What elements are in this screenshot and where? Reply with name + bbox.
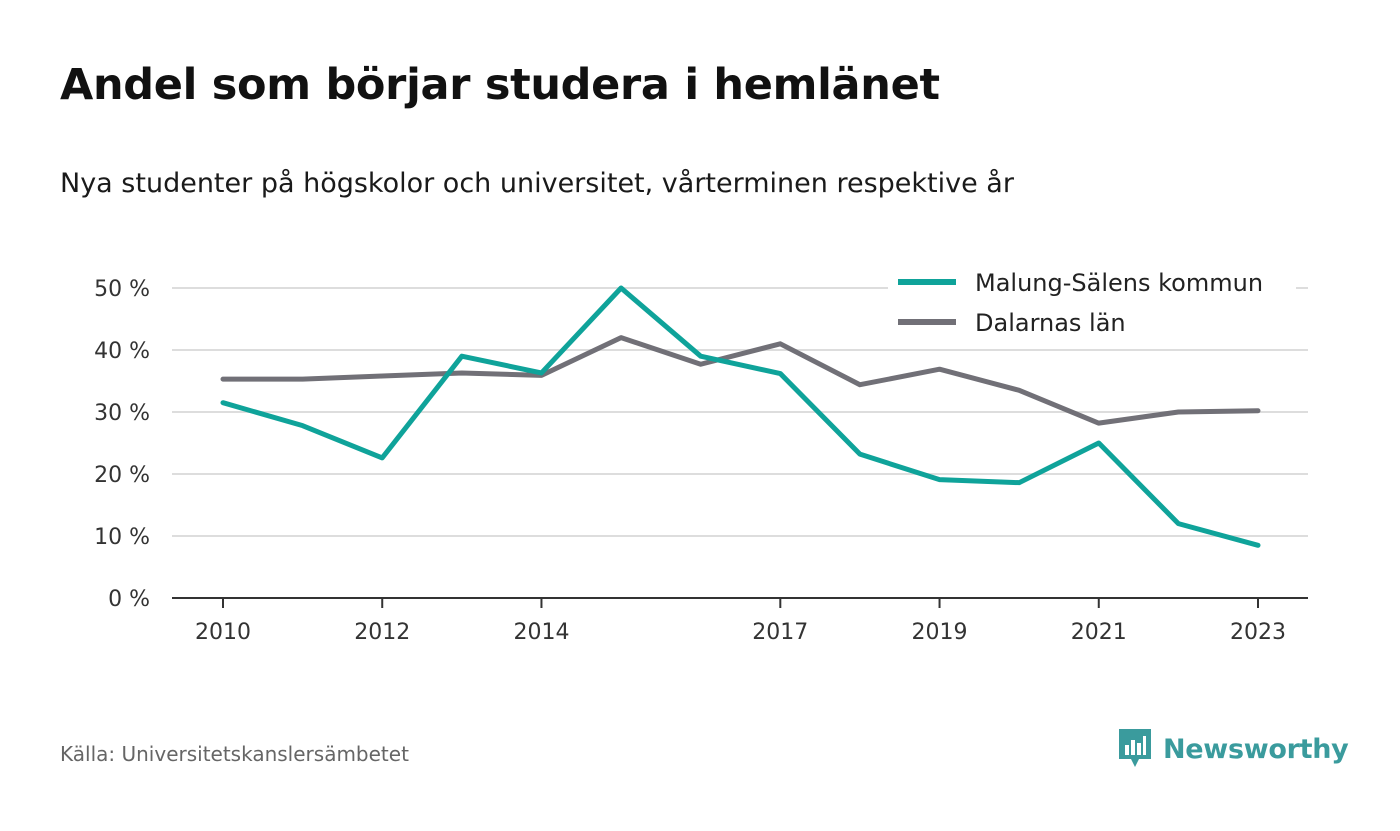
line-chart: 0 % 10 % 20 % 30 % 40 % 50 % 2010 2012 2014 2017… bbox=[94, 262, 1308, 645]
grid-lines bbox=[172, 287, 1308, 599]
series-line-2 bbox=[220, 335, 1261, 426]
x-tick-label: 2017 bbox=[752, 620, 808, 645]
x-tick-label: 2021 bbox=[1071, 620, 1127, 645]
brand-name: Newsworthy bbox=[1163, 733, 1349, 765]
series-line-1 bbox=[220, 285, 1261, 548]
brand-logo: Newsworthy bbox=[1117, 727, 1349, 771]
newsworthy-logo-icon bbox=[1119, 729, 1151, 767]
chart-subtitle: Nya studenter på högskolor och universit… bbox=[60, 168, 1014, 199]
x-tick-label: 2014 bbox=[513, 620, 569, 645]
x-tick-label: 2010 bbox=[195, 620, 251, 645]
y-tick-label: 50 % bbox=[94, 277, 150, 302]
y-tick-label: 40 % bbox=[94, 339, 150, 364]
x-axis-ticks: 2010 2012 2014 2017 2019 2021 2023 bbox=[195, 598, 1286, 645]
y-tick-label: 0 % bbox=[108, 587, 150, 612]
x-tick-label: 2023 bbox=[1230, 620, 1286, 645]
legend-label-1: Malung-Sälens kommun bbox=[975, 269, 1263, 297]
x-tick-label: 2012 bbox=[354, 620, 410, 645]
legend-label-2: Dalarnas län bbox=[975, 309, 1126, 337]
series-lines bbox=[220, 285, 1261, 548]
legend: Malung-Sälens kommun Dalarnas län bbox=[888, 262, 1296, 346]
x-tick-label: 2019 bbox=[912, 620, 968, 645]
y-axis-ticks: 0 % 10 % 20 % 30 % 40 % 50 % bbox=[94, 277, 150, 612]
source-note: Källa: Universitetskanslersämbetet bbox=[60, 742, 409, 766]
y-tick-label: 30 % bbox=[94, 401, 150, 426]
legend-background bbox=[888, 262, 1296, 346]
chart-title: Andel som börjar studera i hemlänet bbox=[60, 60, 940, 110]
y-tick-label: 20 % bbox=[94, 463, 150, 488]
y-tick-label: 10 % bbox=[94, 525, 150, 550]
